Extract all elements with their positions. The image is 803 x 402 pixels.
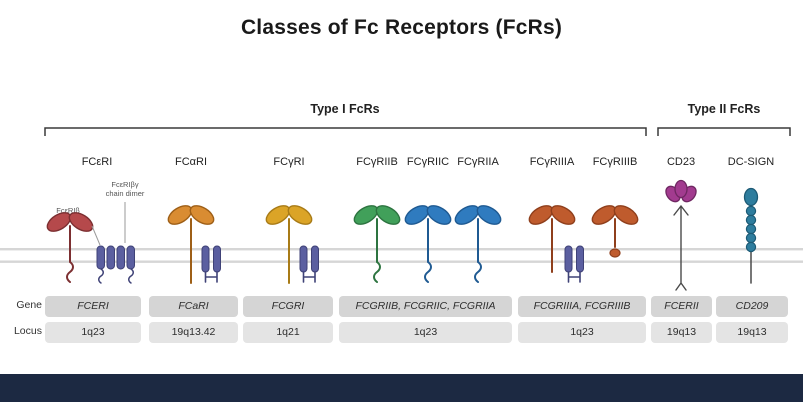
- receptor-label-cd23: CD23: [666, 156, 696, 168]
- type1-bracket: [44, 127, 647, 136]
- type2-bracket: [657, 127, 791, 136]
- ig-domain: [613, 205, 639, 225]
- ig-domain: [167, 205, 193, 225]
- neck-repeat: [745, 223, 757, 235]
- receptor-label-fcgriib: FCγRIIB: [356, 156, 398, 168]
- tm-domain: [311, 245, 319, 273]
- receptor-fcgriia-graphic: [454, 205, 502, 283]
- neck-repeat: [745, 232, 757, 244]
- ig-domain: [591, 205, 617, 225]
- lectin-head-petal: [674, 179, 688, 199]
- locus-cell: 1q23: [339, 322, 512, 343]
- ig-domain: [353, 205, 379, 225]
- receptor-fcgriiia-graphic: [528, 205, 584, 283]
- annotation-beta-chain-label: FcεRIβ chain: [56, 206, 80, 224]
- neck-repeat: [745, 214, 757, 226]
- receptor-fcgriib-graphic: [353, 205, 401, 283]
- tm-domain: [126, 245, 135, 270]
- membrane-upper-line: [0, 248, 803, 251]
- ig-domain: [476, 205, 502, 225]
- receptor-dcsign-graphic: [743, 187, 759, 284]
- type1-group-label: Type I FcRs: [310, 102, 380, 116]
- gene-cell: FCGRIIB, FCGRIIC, FCGRIIA: [339, 296, 512, 317]
- receptor-label-fcgri: FCγRI: [273, 156, 305, 168]
- gpi-anchor: [609, 248, 621, 258]
- ig-domain: [265, 205, 291, 225]
- receptor-label-fcgriic: FCγRIIC: [406, 156, 450, 168]
- receptor-fcgriiib-graphic: [591, 205, 639, 258]
- ig-domain: [528, 205, 554, 225]
- tm-domain: [106, 245, 115, 270]
- ig-domain: [189, 205, 215, 225]
- receptor-fcgriic-graphic: [404, 205, 452, 283]
- locus-cell: 1q23: [45, 322, 141, 343]
- tm-domain: [576, 245, 584, 273]
- gene-row-label: Gene: [16, 299, 42, 311]
- ig-domain: [426, 205, 452, 225]
- footer-bar: [0, 374, 803, 402]
- ig-domain: [287, 205, 313, 225]
- gene-cell: FCaRI: [149, 296, 238, 317]
- receptor-label-fcari: FCαRI: [174, 156, 208, 168]
- locus-cell: 19q13: [716, 322, 788, 343]
- tm-domain: [96, 245, 105, 270]
- tm-domain: [116, 245, 125, 270]
- receptor-label-fcgriia: FCγRIIA: [457, 156, 499, 168]
- tm-domain: [299, 245, 308, 273]
- gene-cell: FCERI: [45, 296, 141, 317]
- locus-cell: 1q23: [518, 322, 646, 343]
- receptor-label-dcsign: DC-SIGN: [727, 156, 775, 168]
- receptor-label-fcgriiib: FCγRIIIB: [592, 156, 638, 168]
- gene-cell: CD209: [716, 296, 788, 317]
- ig-domain: [454, 205, 480, 225]
- neck-repeat: [745, 241, 757, 253]
- tm-domain: [213, 245, 221, 273]
- tm-domain: [201, 245, 210, 273]
- figure-title: Classes of Fc Receptors (FcRs): [240, 16, 563, 39]
- receptor-label-fcgriiia: FCγRIIIA: [529, 156, 575, 168]
- gene-cell: FCGRIIIA, FCGRIIIB: [518, 296, 646, 317]
- locus-row-label: Locus: [13, 325, 42, 337]
- receptor-label-fceri: FCεRI: [81, 156, 113, 168]
- neck-repeat: [745, 205, 757, 217]
- ig-domain: [375, 205, 401, 225]
- cell-membrane: [0, 248, 803, 263]
- gene-cell: FCGRI: [243, 296, 333, 317]
- locus-cell: 19q13.42: [149, 322, 238, 343]
- lectin-head-petal: [665, 185, 681, 203]
- membrane-lower-line: [0, 260, 803, 263]
- lectin-head-petal: [681, 185, 697, 203]
- gene-cell: FCERII: [651, 296, 712, 317]
- ig-domain: [550, 205, 576, 225]
- tm-domain: [564, 245, 573, 273]
- annotation-beta-gamma-dimer-label: FcεRIβγ chain dimer: [105, 180, 145, 198]
- crd-head: [743, 187, 759, 207]
- type2-group-label: Type II FcRs: [687, 102, 761, 116]
- receptor-fcgri-graphic: [265, 205, 319, 284]
- ig-domain: [404, 205, 430, 225]
- annotation-line-beta: [91, 225, 101, 246]
- receptor-fcari-graphic: [167, 205, 221, 284]
- locus-cell: 19q13: [651, 322, 712, 343]
- locus-cell: 1q21: [243, 322, 333, 343]
- receptor-cd23-graphic: [665, 179, 697, 291]
